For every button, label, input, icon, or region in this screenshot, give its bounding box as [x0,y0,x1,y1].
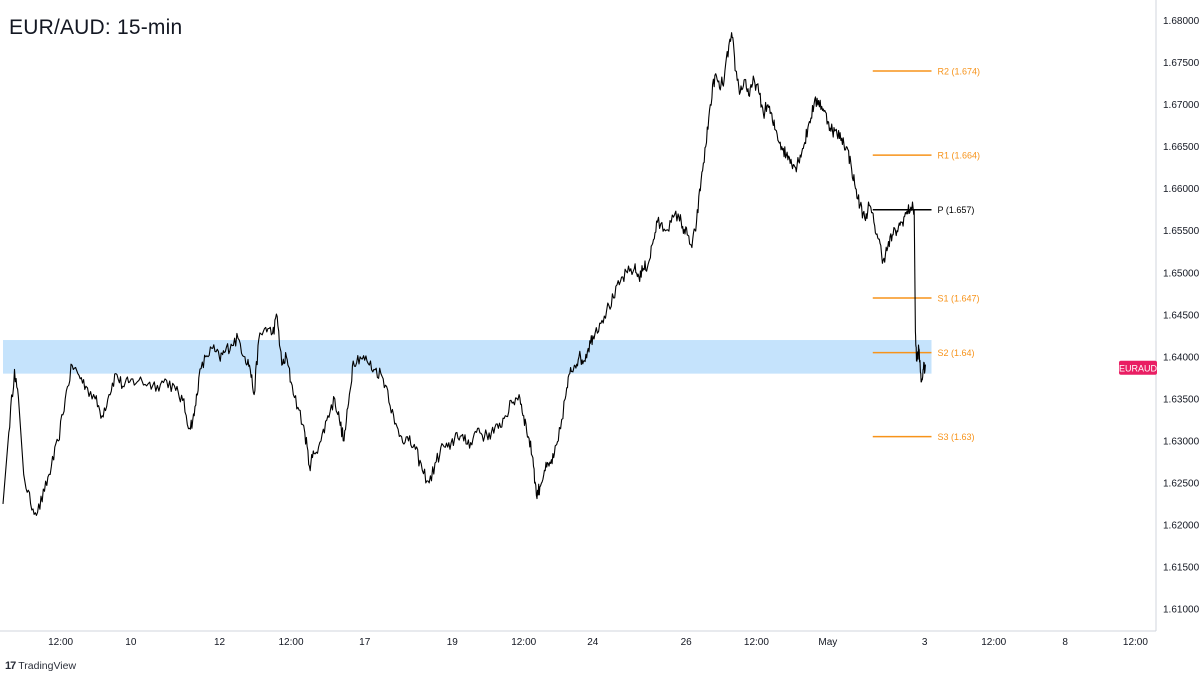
price-tick-label: 1.65500 [1163,226,1200,237]
time-tick-label: May [818,637,837,648]
time-tick-label: 12:00 [1123,637,1148,648]
time-tick-label: 17 [359,637,371,648]
price-axis[interactable]: 1.61000 1.61500 1.62000 1.62500 1.63000 1.635… [1155,0,1200,631]
symbol-badge-label: EURAUD [1119,363,1158,373]
time-axis[interactable]: 12:00 10 12 12:00 17 19 12:00 24 26 12:00 May 3 12:0… [0,630,1156,648]
price-tick-label: 1.63500 [1163,394,1200,405]
chart-title: EUR/AUD: 15-min [9,16,183,39]
demand-zone [3,340,932,374]
symbol-price-marker-layer: EURAUD [1119,360,1158,375]
time-tick-label: 3 [922,637,928,648]
price-tick-label: 1.66000 [1163,184,1200,195]
time-tick-label: 12 [214,637,226,648]
price-tick-label: 1.64500 [1163,310,1200,321]
price-tick-label: 1.66500 [1163,142,1200,153]
time-tick-label: 19 [447,637,459,648]
time-tick-label: 24 [587,637,599,648]
time-tick-label: 10 [125,637,137,648]
level-label-s3: S3 (1.63) [938,432,975,442]
price-tick-label: 1.61000 [1163,604,1200,615]
time-tick-label: 12:00 [744,637,769,648]
level-label-s1: S1 (1.647) [938,293,980,303]
price-tick-label: 1.61500 [1163,562,1200,573]
level-label-r1: R1 (1.664) [938,151,981,161]
tradingview-logo-icon: 17 [5,660,16,672]
price-tick-label: 1.68000 [1163,16,1200,27]
price-series-line-0[interactable] [2,32,927,516]
price-tick-label: 1.62000 [1163,520,1200,531]
demand-zone-layer [3,340,932,374]
time-tick-label: 12:00 [278,637,303,648]
price-tick-label: 1.67500 [1163,58,1200,69]
price-series-layer [2,32,927,516]
price-tick-label: 1.62500 [1163,478,1200,489]
level-label-r2: R2 (1.674) [938,67,981,77]
symbol-badge [1119,360,1157,375]
time-tick-label: 12:00 [48,637,73,648]
level-label-s2: S2 (1.64) [938,348,975,358]
pivot-levels-layer: R2 (1.674) R1 (1.664) P (1.657) S1 (1.647) S… [872,67,981,442]
tradingview-logo[interactable]: 17 TradingView [5,660,76,672]
time-tick-label: 26 [681,637,693,648]
level-label-p: P (1.657) [938,205,975,215]
tradingview-logo-text: TradingView [18,660,77,672]
price-tick-label: 1.63000 [1163,436,1200,447]
price-tick-label: 1.65000 [1163,268,1200,279]
time-tick-label: 12:00 [511,637,536,648]
price-tick-label: 1.64000 [1163,352,1200,363]
time-tick-label: 8 [1062,637,1068,648]
price-tick-label: 1.67000 [1163,100,1200,111]
time-tick-label: 12:00 [981,637,1006,648]
